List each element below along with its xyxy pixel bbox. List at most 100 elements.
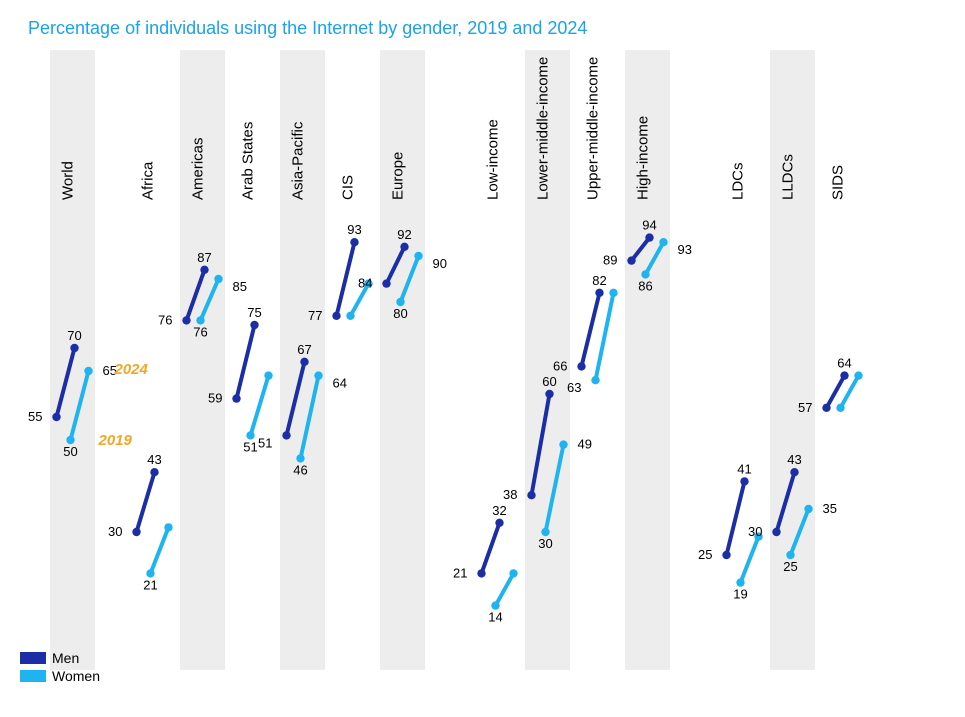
men-marker-2019 [822,404,830,412]
value-label: 76 [158,312,172,327]
men-marker-2024 [495,519,503,527]
value-label: 59 [208,391,222,406]
value-label: 87 [197,250,211,265]
men-marker-2019 [772,528,780,536]
women-marker-2024 [659,238,667,246]
women-marker-2019 [736,578,744,586]
value-label: 32 [492,503,506,518]
women-marker-2024 [84,367,92,375]
value-label: 49 [578,437,592,452]
women-marker-2024 [264,371,272,379]
value-label: 30 [748,524,762,539]
men-segment [137,472,155,532]
value-label: 30 [538,536,552,551]
women-marker-2019 [396,298,404,306]
men-marker-2024 [300,358,308,366]
value-label: 43 [787,452,801,467]
men-marker-2024 [250,321,258,329]
value-label: 50 [63,444,77,459]
women-marker-2024 [804,505,812,513]
value-label: 21 [453,565,467,580]
value-label: 94 [642,218,656,233]
men-marker-2019 [722,551,730,559]
year-label-2019: 2019 [99,432,132,449]
women-segment [151,527,169,573]
women-marker-2019 [346,312,354,320]
women-marker-2019 [196,316,204,324]
stripe-bg [770,50,815,670]
men-marker-2019 [577,362,585,370]
women-marker-2019 [591,376,599,384]
category-label: Low-income [485,119,502,200]
women-segment [251,376,269,436]
women-marker-2019 [296,454,304,462]
value-label: 25 [698,547,712,562]
women-marker-2019 [246,431,254,439]
women-marker-2019 [836,404,844,412]
legend-women-label: Women [52,668,100,684]
category-label: Upper-middle-income [585,57,602,200]
women-marker-2019 [641,270,649,278]
value-label: 51 [243,439,257,454]
category-label: Europe [390,152,407,200]
men-marker-2019 [477,569,485,577]
men-segment [482,523,500,574]
men-marker-2024 [790,468,798,476]
value-label: 70 [67,328,81,343]
women-marker-2019 [541,528,549,536]
men-marker-2024 [840,371,848,379]
stripe-bg [380,50,425,670]
value-label: 75 [247,305,261,320]
value-label: 92 [397,227,411,242]
value-label: 89 [603,253,617,268]
men-segment [237,325,255,399]
category-label: Asia-Pacific [290,121,307,200]
value-label: 86 [638,278,652,293]
category-label: LDCs [730,162,747,200]
value-label: 25 [783,559,797,574]
men-marker-2019 [627,256,635,264]
value-label: 93 [347,222,361,237]
men-marker-2019 [527,491,535,499]
legend-women-swatch [20,670,46,682]
women-marker-2024 [164,523,172,531]
value-label: 21 [143,577,157,592]
men-marker-2019 [282,431,290,439]
men-marker-2019 [52,413,60,421]
men-marker-2019 [382,279,390,287]
value-label: 63 [567,380,581,395]
women-marker-2024 [414,252,422,260]
value-label: 93 [678,242,692,257]
women-marker-2019 [146,569,154,577]
category-label: Africa [140,161,157,200]
category-label: LLDCs [780,154,797,200]
men-segment [582,293,600,367]
men-marker-2019 [132,528,140,536]
chart-svg: World55705065Africa30432131Americas76877… [0,0,965,717]
women-marker-2024 [559,440,567,448]
men-marker-2024 [150,468,158,476]
women-marker-2019 [786,551,794,559]
men-marker-2024 [645,233,653,241]
value-label: 64 [333,376,347,391]
value-label: 41 [737,461,751,476]
value-label: 77 [308,308,322,323]
women-marker-2024 [314,371,322,379]
year-label-2024: 2024 [115,361,148,378]
category-label: Arab States [240,122,257,200]
value-label: 38 [503,487,517,502]
women-marker-2024 [509,569,517,577]
women-marker-2019 [66,436,74,444]
value-label: 76 [193,324,207,339]
legend-men-label: Men [52,650,79,666]
men-marker-2019 [332,312,340,320]
legend-men-swatch [20,652,46,664]
men-segment [337,242,355,316]
category-label: SIDS [830,165,847,200]
men-segment [727,481,745,555]
value-label: 66 [553,358,567,373]
value-label: 60 [542,374,556,389]
women-segment [741,537,759,583]
value-label: 57 [798,400,812,415]
men-marker-2024 [545,390,553,398]
